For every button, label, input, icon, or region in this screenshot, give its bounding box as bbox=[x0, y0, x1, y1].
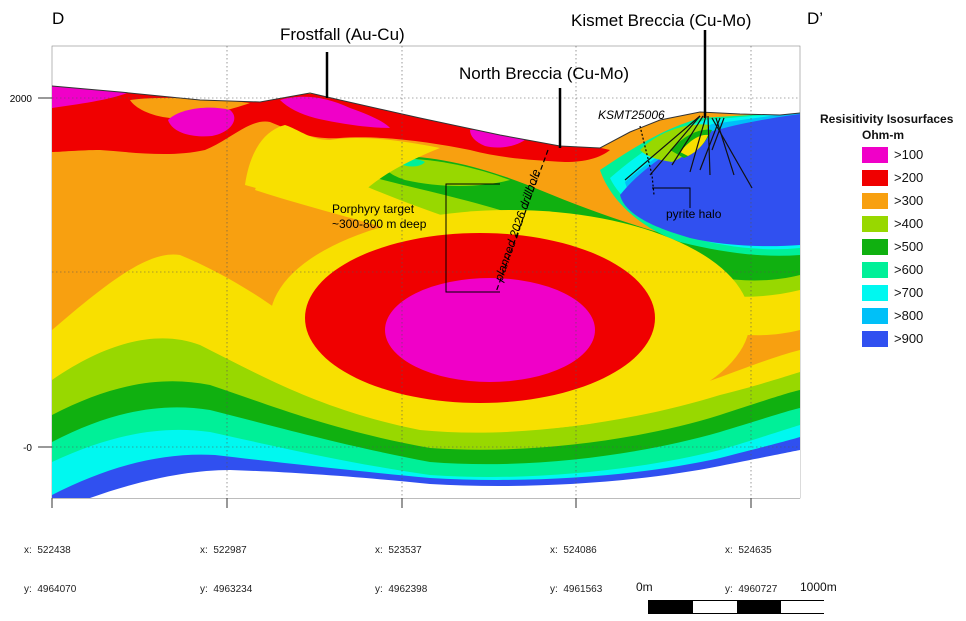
legend-label: >400 bbox=[894, 216, 924, 231]
legend-label: >500 bbox=[894, 239, 924, 254]
legend-swatch bbox=[862, 308, 888, 324]
isosurface-white-deep bbox=[90, 450, 800, 498]
legend-item: >400 bbox=[820, 213, 960, 236]
legend-label: >600 bbox=[894, 262, 924, 277]
coord-label-4: x: 524086 y: 4961563 bbox=[550, 518, 602, 609]
scale-label-end: 1000m bbox=[800, 580, 837, 594]
isosurface-900-east bbox=[620, 114, 800, 247]
coord-x-4: x: 524086 bbox=[550, 545, 597, 556]
x-axis-ticks bbox=[51, 498, 752, 508]
scale-bar bbox=[648, 600, 825, 614]
topography-line bbox=[51, 85, 801, 149]
legend-label: >800 bbox=[894, 308, 924, 323]
legend-swatch bbox=[862, 216, 888, 232]
coord-y-1: y: 4964070 bbox=[24, 584, 77, 595]
scale-bar-segment bbox=[737, 601, 781, 613]
pyrite-halo-label: pyrite halo bbox=[666, 207, 722, 221]
legend-unit: Ohm-m bbox=[862, 128, 904, 142]
y-axis-ticks bbox=[38, 97, 52, 448]
legend-swatch bbox=[862, 285, 888, 301]
coord-label-1: x: 522438 y: 4964070 bbox=[24, 518, 76, 609]
elevation-tick-2000: 2000 bbox=[10, 94, 33, 105]
coord-y-2: y: 4963234 bbox=[200, 584, 253, 595]
ksmt25006-trace bbox=[639, 125, 655, 196]
legend-swatch bbox=[862, 331, 888, 347]
section-start-label: D bbox=[52, 9, 64, 28]
isosurface-yellow-kismet bbox=[680, 134, 708, 156]
legend-item: >300 bbox=[820, 190, 960, 213]
isosurface-100-frostfall bbox=[168, 107, 235, 137]
resistivity-isosurfaces bbox=[52, 86, 800, 498]
legend-label: >300 bbox=[894, 193, 924, 208]
coord-y-3: y: 4962398 bbox=[375, 584, 428, 595]
pyrite-halo-callout bbox=[652, 187, 691, 208]
existing-drillholes bbox=[624, 115, 753, 189]
legend-swatch bbox=[862, 239, 888, 255]
legend-item: >700 bbox=[820, 282, 960, 305]
coord-y-4: y: 4961563 bbox=[550, 584, 603, 595]
coord-x-2: x: 522987 bbox=[200, 545, 247, 556]
legend-swatch bbox=[862, 262, 888, 278]
grid-lines bbox=[52, 46, 800, 498]
legend-item: >600 bbox=[820, 259, 960, 282]
resistivity-legend: Resisitivity Isosurfaces Ohm-m >100 >200 >… bbox=[820, 112, 960, 351]
legend-label: >100 bbox=[894, 147, 924, 162]
scale-bar-segment bbox=[693, 601, 737, 613]
kismet-breccia-label: Kismet Breccia (Cu-Mo) bbox=[571, 11, 751, 30]
section-end-label: D’ bbox=[807, 9, 823, 28]
planned-drillhole-trace bbox=[495, 149, 549, 293]
ksmt25006-label: KSMT25006 bbox=[598, 108, 665, 122]
elevation-tick-0: -0 bbox=[23, 443, 32, 454]
coord-label-3: x: 523537 y: 4962398 bbox=[375, 518, 427, 609]
legend-swatch bbox=[862, 147, 888, 163]
legend-label: >200 bbox=[894, 170, 924, 185]
coord-x-1: x: 522438 bbox=[24, 545, 71, 556]
legend-item: >100 bbox=[820, 144, 960, 167]
legend-label: >700 bbox=[894, 285, 924, 300]
isosurface-400-belowcrust bbox=[245, 125, 440, 198]
legend-item: >900 bbox=[820, 328, 960, 351]
legend-label: >900 bbox=[894, 331, 924, 346]
legend-swatch bbox=[862, 193, 888, 209]
porphyry-target-box bbox=[445, 183, 500, 293]
legend-item: >800 bbox=[820, 305, 960, 328]
scale-bar-segment bbox=[649, 601, 693, 613]
legend-swatch bbox=[862, 170, 888, 186]
coord-label-5: x: 524635 y: 4960727 bbox=[725, 518, 777, 609]
legend-item: >200 bbox=[820, 167, 960, 190]
isosurface-300-surface-patch bbox=[130, 97, 250, 118]
scale-label-start: 0m bbox=[636, 580, 653, 594]
north-breccia-label: North Breccia (Cu-Mo) bbox=[459, 64, 629, 83]
coord-label-2: x: 522987 y: 4963234 bbox=[200, 518, 252, 609]
coord-x-3: x: 523537 bbox=[375, 545, 422, 556]
isosurface-100-surface-frostfall bbox=[280, 96, 390, 128]
coord-y-5: y: 4960727 bbox=[725, 584, 778, 595]
coord-x-5: x: 524635 bbox=[725, 545, 772, 556]
legend-items: >100 >200 >300 >400 >500 >600 >700 >800 >900 bbox=[820, 144, 960, 351]
frostfall-label: Frostfall (Au-Cu) bbox=[280, 25, 405, 44]
porphyry-target-label-1: Porphyry target bbox=[332, 202, 415, 216]
scale-bar-segment bbox=[781, 601, 825, 613]
porphyry-target-label-2: ~300-800 m deep bbox=[332, 217, 427, 231]
isosurface-100-porphyry-core bbox=[385, 278, 595, 382]
legend-item: >500 bbox=[820, 236, 960, 259]
legend-title: Resisitivity Isosurfaces bbox=[820, 112, 954, 126]
